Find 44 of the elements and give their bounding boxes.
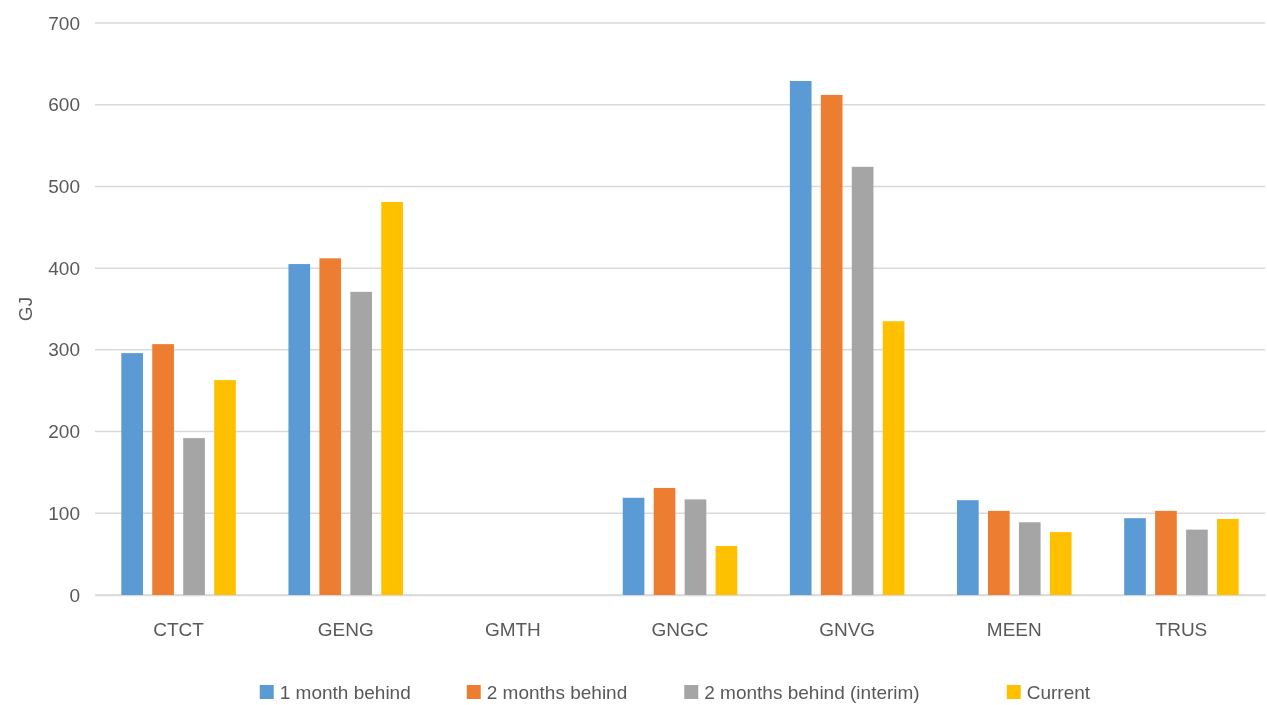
- bar: [851, 166, 874, 595]
- bar: [121, 353, 143, 595]
- bar: [1155, 510, 1177, 595]
- bar: [820, 94, 843, 595]
- bar: [1217, 519, 1239, 595]
- legend-label: 2 months behind (interim): [704, 682, 920, 703]
- y-tick-label: 400: [48, 257, 80, 279]
- bar: [789, 81, 812, 595]
- bar: [350, 291, 373, 595]
- x-tick-label: GNVG: [819, 619, 876, 641]
- legend-label: Current: [1026, 682, 1091, 703]
- x-tick-label: GMTH: [484, 619, 541, 641]
- bar: [183, 438, 205, 595]
- bar: [1018, 522, 1041, 595]
- bar: [653, 487, 676, 595]
- y-tick-label: 700: [48, 12, 80, 34]
- bar: [684, 499, 707, 595]
- x-tick-label: MEEN: [986, 619, 1042, 641]
- legend-label: 1 month behind: [279, 682, 411, 703]
- y-axis-title: GJ: [15, 296, 36, 322]
- bar: [715, 545, 738, 595]
- bar: [1124, 518, 1146, 595]
- y-tick-label: 500: [48, 176, 80, 198]
- bar: [381, 201, 403, 595]
- y-tick-label: 0: [69, 584, 80, 606]
- x-tick-label: GNGC: [651, 619, 709, 641]
- bar: [152, 344, 174, 595]
- x-tick-label: CTCT: [153, 619, 205, 641]
- legend-label: 2 months behind: [486, 682, 628, 703]
- bar: [288, 264, 311, 595]
- y-tick-label: 300: [48, 339, 80, 361]
- bar: [882, 321, 905, 595]
- bar: [319, 258, 342, 595]
- bar: [957, 500, 979, 595]
- y-tick-label: 600: [48, 94, 80, 116]
- x-tick-label: TRUS: [1155, 619, 1208, 641]
- bar: [987, 510, 1010, 595]
- y-tick-label: 200: [48, 421, 80, 443]
- bar: [1186, 529, 1208, 595]
- x-tick-label: GENG: [317, 619, 374, 641]
- y-tick-label: 100: [48, 502, 80, 524]
- bar: [622, 497, 645, 595]
- bar: [1049, 532, 1072, 595]
- bar: [214, 380, 236, 595]
